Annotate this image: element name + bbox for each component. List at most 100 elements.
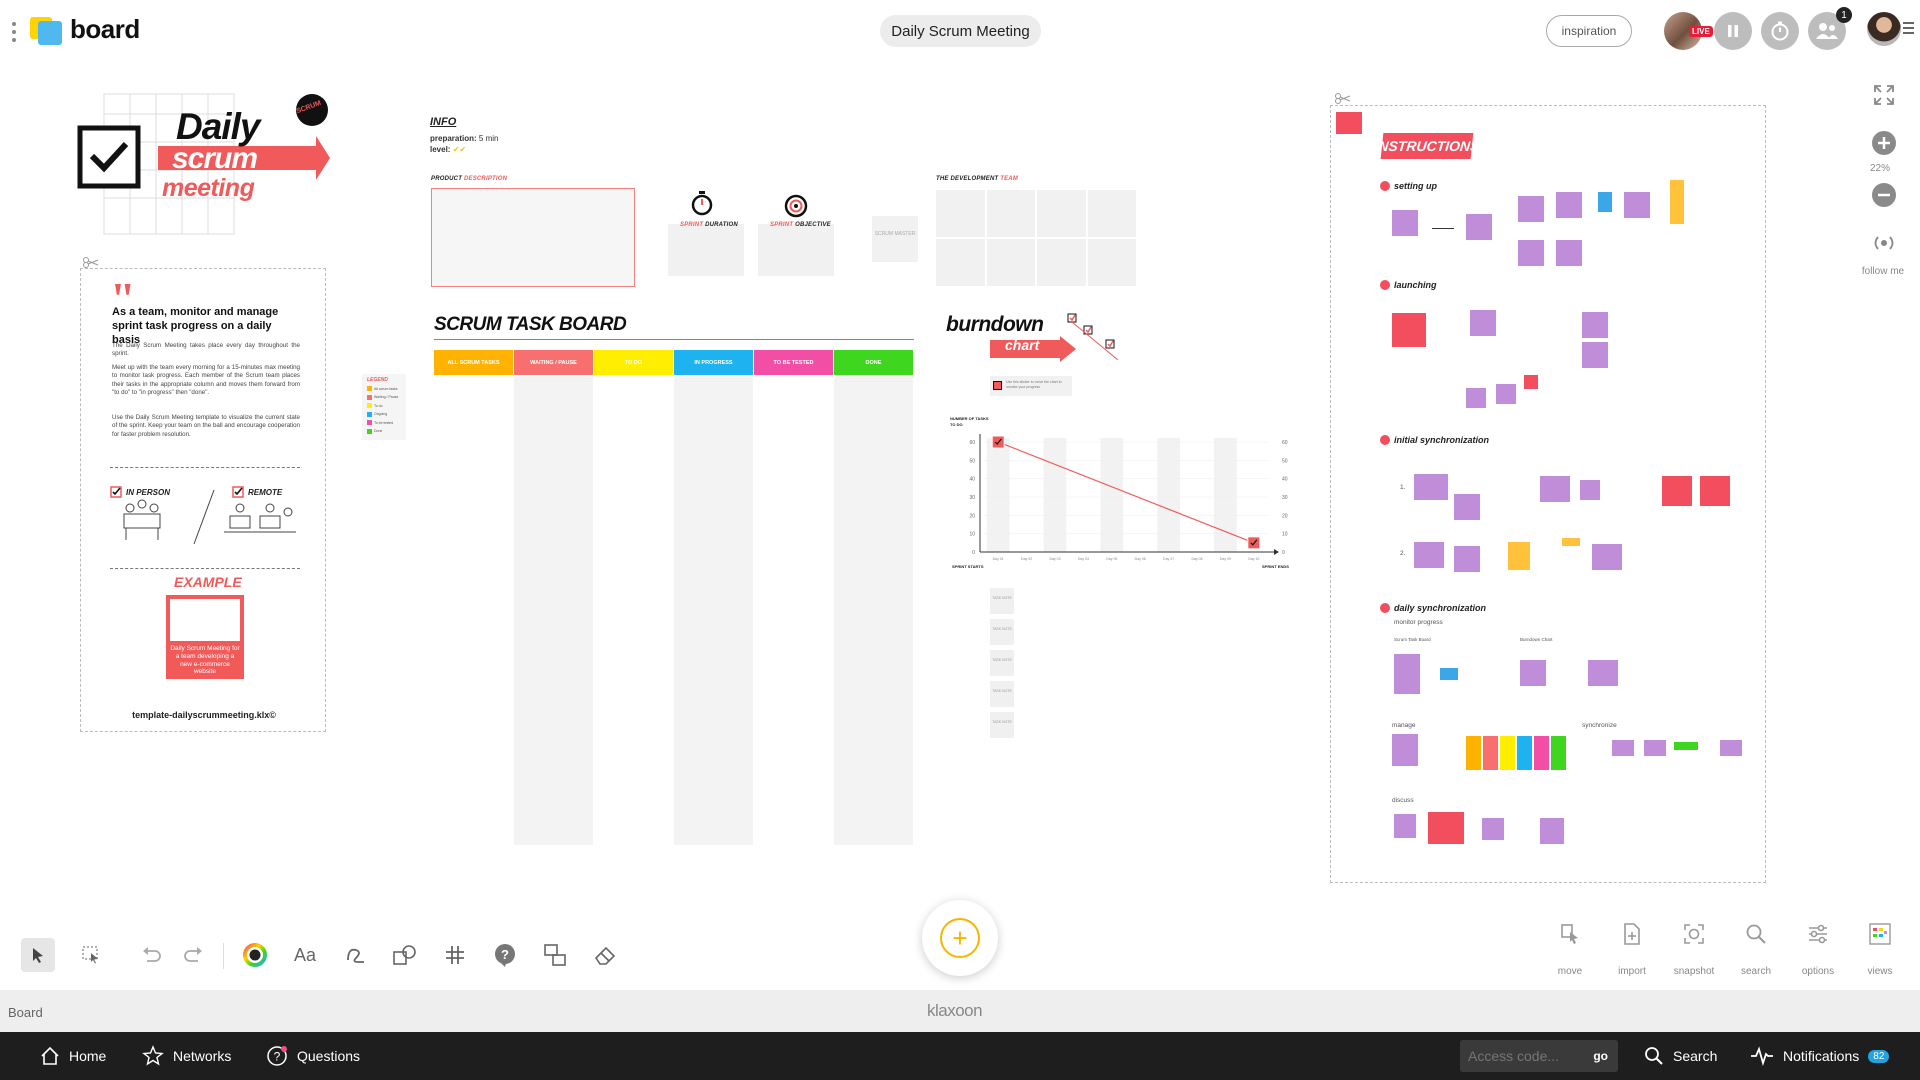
- question-tool[interactable]: ?: [488, 938, 522, 972]
- task-note[interactable]: TASK NOTE: [990, 619, 1014, 645]
- task-note[interactable]: TASK NOTE: [990, 681, 1014, 707]
- purple-note[interactable]: [1518, 240, 1544, 266]
- blue-note[interactable]: [1598, 192, 1612, 212]
- purple-note[interactable]: [1392, 210, 1418, 236]
- networks-nav[interactable]: Networks: [142, 1032, 231, 1080]
- purple-note[interactable]: [1414, 474, 1448, 500]
- team-slot[interactable]: [936, 190, 985, 237]
- yellow-note[interactable]: [1670, 180, 1684, 224]
- undo-button[interactable]: [135, 938, 169, 972]
- pink-sticky-note[interactable]: [1336, 112, 1362, 134]
- burndown-chart[interactable]: 0 0 10 10 20 20 30 30 40 40 50 50 60 60 Day 01 Day 02 Da…: [944, 412, 1294, 572]
- search-nav[interactable]: Search: [1644, 1032, 1717, 1080]
- purple-note[interactable]: [1392, 734, 1418, 766]
- purple-note[interactable]: [1470, 310, 1496, 336]
- purple-note[interactable]: [1496, 384, 1516, 404]
- pause-button[interactable]: [1714, 12, 1752, 50]
- blue-note[interactable]: [1440, 668, 1458, 680]
- import-button[interactable]: import: [1604, 922, 1660, 978]
- timer-button[interactable]: [1761, 12, 1799, 50]
- pink-sticky-note[interactable]: [1700, 476, 1730, 506]
- frame-tool[interactable]: [538, 938, 572, 972]
- purple-note[interactable]: [1580, 480, 1600, 500]
- purple-note[interactable]: [1624, 192, 1650, 218]
- purple-note[interactable]: [1454, 494, 1480, 520]
- team-slot[interactable]: [1037, 239, 1086, 286]
- team-slot[interactable]: [936, 239, 985, 286]
- app-menu-button[interactable]: [12, 22, 18, 42]
- zoom-in-button[interactable]: [1869, 128, 1899, 158]
- column-body[interactable]: [514, 377, 593, 845]
- zoom-out-button[interactable]: [1869, 180, 1899, 210]
- column-body[interactable]: [674, 377, 753, 845]
- fullscreen-button[interactable]: [1869, 80, 1899, 110]
- example-thumbnail[interactable]: Daily Scrum Meeting for a team developin…: [166, 595, 244, 679]
- board-title-button[interactable]: Daily Scrum Meeting: [880, 15, 1041, 47]
- team-slot[interactable]: [986, 239, 1035, 286]
- redo-button[interactable]: [176, 938, 210, 972]
- purple-note[interactable]: [1466, 388, 1486, 408]
- task-note[interactable]: TASK NOTE: [990, 588, 1014, 614]
- green-note[interactable]: [1674, 742, 1698, 750]
- pink-sticky-note[interactable]: [1428, 812, 1464, 844]
- grid-tool[interactable]: [438, 938, 472, 972]
- purple-note[interactable]: [1582, 312, 1608, 338]
- purple-note[interactable]: [1644, 740, 1666, 756]
- access-code-input[interactable]: [1460, 1048, 1580, 1064]
- team-slot[interactable]: [1087, 190, 1136, 237]
- pink-sticky-note[interactable]: [1662, 476, 1692, 506]
- purple-note[interactable]: [1556, 240, 1582, 266]
- purple-note[interactable]: [1394, 814, 1416, 838]
- burndown-note[interactable]: Use this sticker to move the chart to mo…: [990, 376, 1072, 396]
- options-button[interactable]: options: [1790, 922, 1846, 978]
- purple-note[interactable]: [1592, 544, 1622, 570]
- multi-select-tool[interactable]: [74, 938, 108, 972]
- scrum-master-card[interactable]: SCRUM MASTER: [872, 216, 918, 262]
- color-picker[interactable]: [238, 938, 272, 972]
- purple-note[interactable]: [1482, 818, 1504, 840]
- purple-note[interactable]: [1556, 192, 1582, 218]
- views-button[interactable]: views: [1852, 922, 1908, 978]
- purple-note[interactable]: [1520, 660, 1546, 686]
- questions-nav[interactable]: ? Questions: [266, 1032, 360, 1080]
- home-nav[interactable]: Home: [40, 1032, 106, 1080]
- task-note[interactable]: TASK NOTE: [990, 650, 1014, 676]
- purple-note[interactable]: [1394, 654, 1420, 694]
- eraser-tool[interactable]: [588, 938, 622, 972]
- column-body[interactable]: [834, 377, 913, 845]
- team-slot[interactable]: [986, 190, 1035, 237]
- add-content-button[interactable]: +: [922, 900, 998, 976]
- purple-note[interactable]: [1612, 740, 1634, 756]
- purple-note[interactable]: [1588, 660, 1618, 686]
- purple-note[interactable]: [1414, 542, 1444, 568]
- purple-note[interactable]: [1540, 818, 1564, 844]
- app-logo[interactable]: board: [30, 14, 140, 45]
- draw-tool[interactable]: [338, 938, 372, 972]
- purple-note[interactable]: [1540, 476, 1570, 502]
- task-note[interactable]: TASK NOTE: [990, 712, 1014, 738]
- search-button[interactable]: search: [1728, 922, 1784, 978]
- move-button[interactable]: move: [1542, 922, 1598, 978]
- shapes-tool[interactable]: [388, 938, 422, 972]
- purple-note[interactable]: [1582, 342, 1608, 368]
- yellow-note[interactable]: [1562, 538, 1580, 546]
- access-go-button[interactable]: go: [1593, 1049, 1608, 1063]
- follow-me-button[interactable]: [1869, 228, 1899, 258]
- product-description-box[interactable]: [431, 188, 635, 287]
- pink-sticky-note[interactable]: [1392, 313, 1426, 347]
- select-tool[interactable]: [21, 938, 55, 972]
- snapshot-button[interactable]: snapshot: [1666, 922, 1722, 978]
- user-avatar[interactable]: [1867, 12, 1901, 46]
- purple-note[interactable]: [1454, 546, 1480, 572]
- pink-sticky-note[interactable]: [1524, 375, 1538, 389]
- participants-button[interactable]: [1808, 12, 1846, 50]
- purple-note[interactable]: [1466, 214, 1492, 240]
- notifications-nav[interactable]: Notifications 82: [1750, 1032, 1890, 1080]
- sprint-objective-card[interactable]: [758, 224, 834, 276]
- user-menu-button[interactable]: [1903, 22, 1914, 34]
- purple-note[interactable]: [1720, 740, 1742, 756]
- purple-note[interactable]: [1518, 196, 1544, 222]
- team-slot[interactable]: [1037, 190, 1086, 237]
- yellow-note[interactable]: [1508, 542, 1530, 570]
- inspiration-button[interactable]: inspiration: [1546, 15, 1632, 47]
